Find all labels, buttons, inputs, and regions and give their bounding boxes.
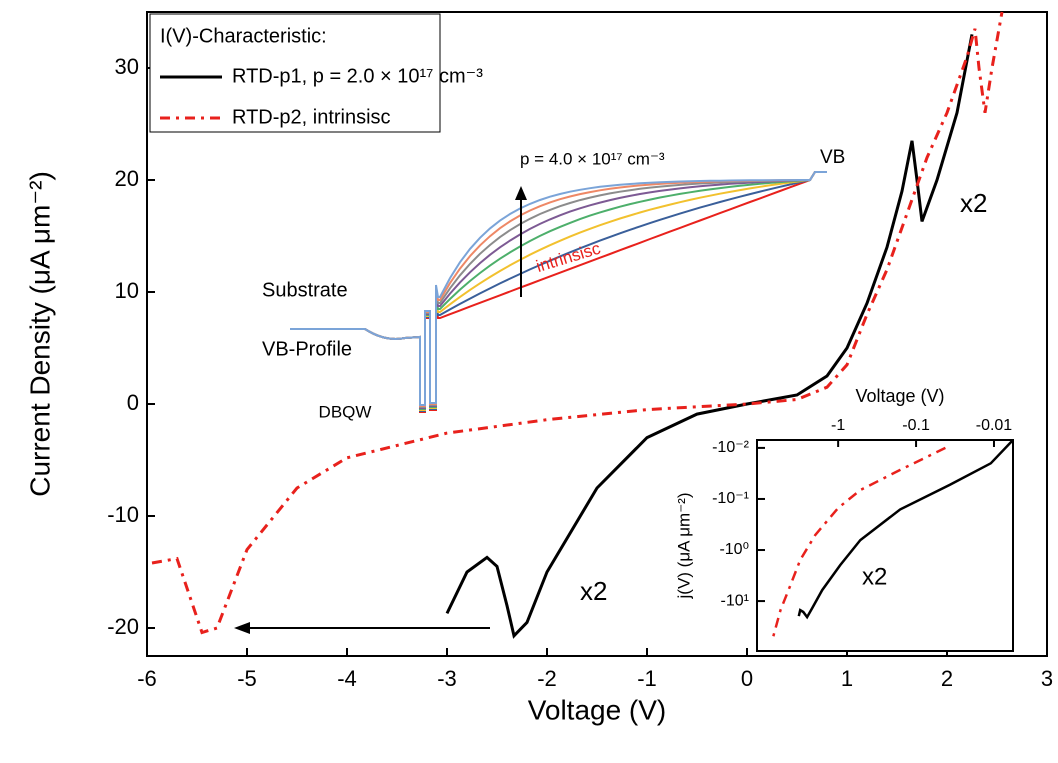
band-curve (290, 171, 827, 408)
y-tick-label: 20 (115, 166, 139, 191)
y-axis-title: j(V) (μA μm⁻²) (674, 493, 693, 600)
arrow-head (515, 186, 527, 200)
x-tick-label: -4 (337, 666, 357, 691)
y-tick-label: -10⁻² (712, 439, 750, 456)
annotation: DBQW (319, 402, 372, 421)
y-tick-label: 10 (115, 278, 139, 303)
legend-label: RTD-p1, p = 2.0 × 10¹⁷ cm⁻³ (232, 65, 483, 87)
annotation: VB-Profile (262, 338, 352, 360)
plot-frame (756, 439, 1014, 652)
annotation: VB (820, 147, 845, 168)
series-line (151, 11, 1004, 635)
band-curve (290, 171, 827, 406)
x-tick-label: -0.1 (902, 417, 930, 434)
x-tick-label: -6 (137, 666, 157, 691)
x-tick-label: 1 (841, 666, 853, 691)
arrow-head (234, 622, 250, 634)
x-tick-label: 3 (1041, 666, 1053, 691)
band-curve (290, 171, 827, 412)
y-axis-title: Current Density (μA μm⁻²) (24, 171, 55, 497)
y-tick-label: -20 (107, 614, 139, 639)
x-tick-label: -0.01 (976, 417, 1013, 434)
y-tick-label: -10 (107, 502, 139, 527)
y-tick-label: 0 (127, 390, 139, 415)
annotation: Substrate (262, 279, 348, 301)
x-tick-label: 2 (941, 666, 953, 691)
annotation: x2 (862, 563, 887, 590)
x-tick-label: -5 (237, 666, 257, 691)
x-tick-label: 0 (741, 666, 753, 691)
annotation: x2 (960, 188, 987, 218)
series-line (797, 439, 1014, 620)
y-tick-label: 30 (115, 54, 139, 79)
x-axis-title: Voltage (V) (855, 386, 944, 406)
y-tick-label: -10⁰ (719, 541, 749, 558)
legend-title: I(V)-Characteristic: (160, 25, 327, 47)
x-tick-label: -3 (437, 666, 457, 691)
series-line (771, 446, 946, 641)
y-tick-label: -10⁻¹ (712, 490, 749, 507)
y-tick-label: -10¹ (721, 592, 749, 609)
x-tick-label: -2 (537, 666, 557, 691)
plot-frame (146, 11, 1048, 657)
x-tick-label: -1 (637, 666, 657, 691)
x-axis-title: Voltage (V) (528, 694, 667, 725)
series-line (445, 34, 974, 639)
band-curve (290, 171, 827, 413)
annotation: p = 4.0 × 10¹⁷ cm⁻³ (520, 149, 665, 168)
x-tick-label: -1 (831, 417, 845, 434)
annotation: x2 (580, 576, 607, 606)
legend-label: RTD-p2, intrinsisc (232, 106, 391, 128)
legend-box (149, 13, 441, 133)
band-diagram (290, 171, 827, 413)
